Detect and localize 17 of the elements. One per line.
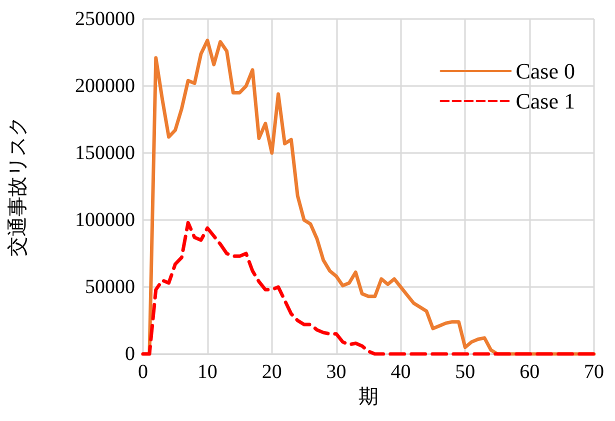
legend-label: Case 1: [516, 88, 575, 114]
y-tick-label: 0: [125, 343, 135, 365]
x-tick-label: 60: [520, 361, 540, 383]
y-tick-label: 150000: [75, 142, 135, 164]
x-axis-title: 期: [358, 386, 378, 408]
y-tick-label: 50000: [85, 276, 135, 298]
x-tick-label: 50: [455, 361, 476, 383]
x-tick-label: 20: [262, 361, 282, 383]
y-axis-title: 交通事故リスク: [7, 116, 29, 256]
x-tick-label: 70: [584, 361, 604, 383]
y-tick-label: 200000: [75, 75, 135, 97]
y-tick-label: 100000: [75, 209, 135, 231]
x-tick-label: 10: [197, 361, 218, 383]
x-tick-label: 30: [326, 361, 346, 383]
x-tick-label: 40: [390, 361, 411, 383]
legend-label: Case 0: [516, 58, 575, 84]
y-tick-label: 250000: [75, 8, 135, 30]
